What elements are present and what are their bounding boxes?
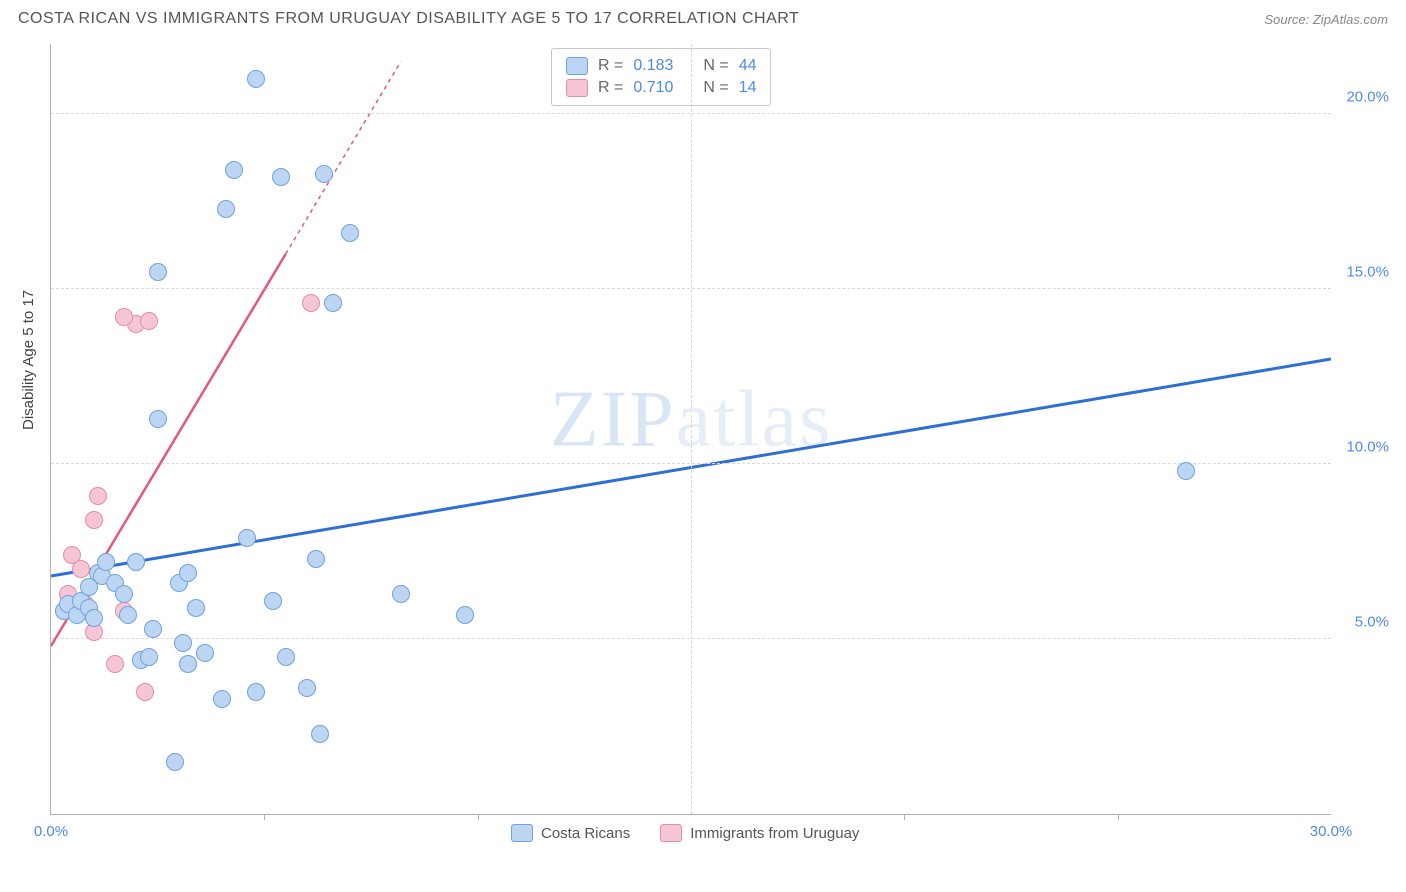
data-point-costa-ricans: [149, 410, 167, 428]
data-point-costa-ricans: [179, 655, 197, 673]
data-point-uruguay: [136, 683, 154, 701]
source-label: Source: ZipAtlas.com: [1264, 12, 1388, 27]
legend-item-a: Costa Ricans: [511, 824, 630, 842]
data-point-costa-ricans: [127, 553, 145, 571]
r-value-a: 0.183: [633, 57, 693, 75]
watermark-zip: ZIP: [550, 375, 676, 463]
data-point-costa-ricans: [115, 585, 133, 603]
data-point-costa-ricans: [277, 648, 295, 666]
series-b-label: Immigrants from Uruguay: [690, 825, 859, 842]
x-minor-tick: [478, 814, 479, 820]
n-label: N =: [703, 79, 728, 97]
data-point-costa-ricans: [1177, 462, 1195, 480]
data-point-costa-ricans: [225, 161, 243, 179]
data-point-uruguay: [85, 511, 103, 529]
chart-title: COSTA RICAN VS IMMIGRANTS FROM URUGUAY D…: [18, 10, 799, 28]
data-point-costa-ricans: [166, 753, 184, 771]
r-value-b: 0.710: [633, 79, 693, 97]
gridline-v: [691, 44, 692, 814]
data-point-costa-ricans: [307, 550, 325, 568]
x-minor-tick: [904, 814, 905, 820]
data-point-costa-ricans: [315, 165, 333, 183]
swatch-uruguay: [566, 79, 588, 97]
x-tick-label: 0.0%: [34, 823, 68, 840]
n-value-a: 44: [739, 57, 757, 75]
n-label: N =: [703, 57, 728, 75]
data-point-costa-ricans: [119, 606, 137, 624]
x-tick-label: 30.0%: [1310, 823, 1353, 840]
n-value-b: 14: [739, 79, 757, 97]
data-point-costa-ricans: [247, 70, 265, 88]
data-point-costa-ricans: [272, 168, 290, 186]
data-point-costa-ricans: [217, 200, 235, 218]
series-legend: Costa Ricans Immigrants from Uruguay: [511, 824, 859, 842]
data-point-costa-ricans: [85, 609, 103, 627]
data-point-costa-ricans: [264, 592, 282, 610]
data-point-uruguay: [115, 308, 133, 326]
data-point-uruguay: [89, 487, 107, 505]
data-point-costa-ricans: [298, 679, 316, 697]
data-point-costa-ricans: [97, 553, 115, 571]
data-point-costa-ricans: [311, 725, 329, 743]
legend-item-b: Immigrants from Uruguay: [660, 824, 859, 842]
data-point-uruguay: [106, 655, 124, 673]
data-point-costa-ricans: [149, 263, 167, 281]
source-prefix: Source:: [1264, 12, 1312, 27]
r-label: R =: [598, 79, 623, 97]
scatter-plot: ZIPatlas R = 0.183 N = 44 R = 0.710 N = …: [50, 44, 1331, 815]
data-point-costa-ricans: [187, 599, 205, 617]
series-a-label: Costa Ricans: [541, 825, 630, 842]
data-point-costa-ricans: [324, 294, 342, 312]
x-minor-tick: [1118, 814, 1119, 820]
data-point-costa-ricans: [341, 224, 359, 242]
y-tick-label: 10.0%: [1339, 439, 1389, 456]
source-name: ZipAtlas.com: [1313, 12, 1388, 27]
data-point-uruguay: [140, 312, 158, 330]
r-label: R =: [598, 57, 623, 75]
data-point-costa-ricans: [144, 620, 162, 638]
data-point-costa-ricans: [140, 648, 158, 666]
y-tick-label: 5.0%: [1339, 614, 1389, 631]
legend-row-a: R = 0.183 N = 44: [566, 55, 756, 77]
watermark-atlas: atlas: [676, 375, 833, 463]
data-point-uruguay: [72, 560, 90, 578]
legend-row-b: R = 0.710 N = 14: [566, 77, 756, 99]
data-point-costa-ricans: [247, 683, 265, 701]
y-tick-label: 15.0%: [1339, 264, 1389, 281]
data-point-costa-ricans: [392, 585, 410, 603]
y-tick-label: 20.0%: [1339, 89, 1389, 106]
data-point-costa-ricans: [179, 564, 197, 582]
data-point-costa-ricans: [196, 644, 214, 662]
correlation-legend: R = 0.183 N = 44 R = 0.710 N = 14: [551, 48, 771, 106]
swatch-costa-ricans: [566, 57, 588, 75]
swatch-uruguay: [660, 824, 682, 842]
x-minor-tick: [264, 814, 265, 820]
data-point-uruguay: [302, 294, 320, 312]
data-point-costa-ricans: [238, 529, 256, 547]
y-axis-title: Disability Age 5 to 17: [20, 290, 37, 430]
data-point-costa-ricans: [456, 606, 474, 624]
data-point-costa-ricans: [174, 634, 192, 652]
swatch-costa-ricans: [511, 824, 533, 842]
data-point-costa-ricans: [213, 690, 231, 708]
